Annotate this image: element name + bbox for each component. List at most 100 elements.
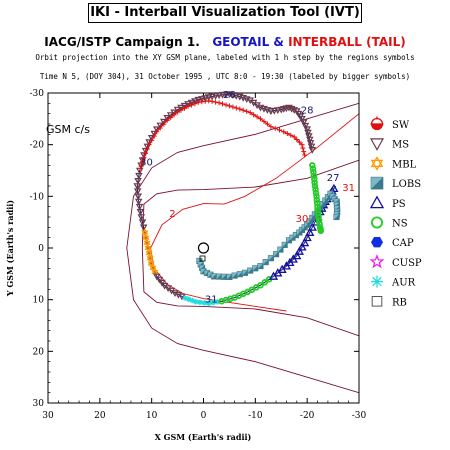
- orbit-hour-label: 26: [223, 90, 236, 101]
- magnetopause-curve: [141, 159, 359, 337]
- legend-symbol-ps: [369, 195, 385, 209]
- orbit-marker: [221, 273, 228, 280]
- orbit-marker: [135, 172, 143, 180]
- plot-frame: [47, 92, 360, 404]
- orbit-marker: [310, 172, 318, 179]
- orbit-marker: [192, 101, 198, 107]
- orbit-marker: [281, 129, 287, 135]
- orbit-marker: [160, 118, 168, 126]
- orbit-marker: [262, 259, 269, 266]
- orbit-hour-label: 2: [169, 209, 175, 220]
- orbit-marker: [230, 104, 236, 110]
- orbit-marker: [146, 254, 154, 263]
- orbit-marker: [133, 183, 141, 190]
- orbit-marker: [147, 259, 155, 268]
- legend-label-aur: AUR: [391, 278, 416, 289]
- orbit-marker: [246, 97, 254, 105]
- orbit-marker: [253, 102, 261, 110]
- orbit-marker: [134, 198, 143, 206]
- orbit-marker: [314, 206, 322, 214]
- orbit-marker: [247, 267, 254, 274]
- inner-loop-curve: [150, 113, 359, 312]
- orbit-note: Orbit projection into the XY GSM plane, …: [35, 53, 415, 62]
- orbit-marker: [249, 99, 258, 107]
- orbit-hour-label: 30: [140, 157, 153, 168]
- orbit-marker: [236, 93, 244, 101]
- orbit-marker: [201, 300, 208, 306]
- legend-label-sw: SW: [392, 120, 410, 131]
- orbit-marker: [188, 102, 194, 108]
- orbit-marker: [277, 127, 282, 133]
- orbit-marker: [210, 299, 216, 306]
- earth-symbol: [197, 242, 210, 262]
- orbit-marker: [317, 227, 325, 235]
- orbit-marker: [314, 210, 322, 217]
- orbit-marker: [171, 112, 177, 118]
- orbit-marker: [239, 95, 247, 102]
- orbit-marker: [299, 119, 308, 127]
- orbit-marker: [137, 162, 145, 170]
- orbit-marker: [257, 263, 264, 270]
- orbit-marker: [292, 250, 302, 260]
- geotail-label: GEOTAIL: [212, 35, 270, 49]
- orbit-marker: [168, 115, 174, 121]
- orbit-marker: [161, 121, 167, 127]
- orbit-marker: [256, 104, 265, 112]
- orbit-marker: [141, 228, 149, 237]
- orbit-marker: [329, 183, 339, 193]
- orbit-marker: [297, 242, 307, 251]
- orbit-marker: [242, 96, 251, 103]
- legend-symbol-ms: [369, 138, 385, 151]
- orbit-marker: [301, 149, 307, 155]
- orbit-marker: [302, 152, 308, 158]
- legend-symbol-sw: [370, 116, 384, 131]
- orbit-marker: [313, 196, 321, 204]
- orbit-marker: [134, 178, 142, 185]
- orbit-marker: [145, 249, 153, 258]
- orbit-marker: [153, 126, 161, 134]
- orbit-marker: [149, 137, 155, 143]
- region-legend: SW MS MBL LOBS PS NS CAP CUSP AUR RB: [369, 116, 422, 308]
- legend-label-rb: RB: [392, 297, 407, 308]
- orbit-marker: [299, 142, 305, 148]
- frame-label: GSM c/s: [46, 123, 90, 136]
- orbit-marker: [178, 107, 184, 113]
- orbit-marker: [144, 146, 150, 152]
- orbit-marker: [216, 273, 223, 280]
- bow-shock-curve: [126, 102, 359, 394]
- orbit-tracks: [133, 91, 341, 307]
- legend-symbol-rb: [371, 295, 383, 307]
- orbit-marker: [139, 224, 148, 232]
- x-axis-label: X GSM (Earth's radii): [155, 432, 252, 442]
- orbit-marker: [185, 103, 191, 109]
- legend-symbol-ns: [371, 216, 383, 229]
- orbit-marker: [241, 269, 249, 276]
- orbit-marker: [216, 100, 222, 106]
- orbit-marker: [247, 110, 253, 116]
- legend-label-cap: CAP: [392, 238, 414, 249]
- orbit-marker: [315, 213, 322, 221]
- boundary-curves: [126, 102, 359, 394]
- orbit-marker: [312, 189, 320, 197]
- legend-label-mbl: MBL: [392, 159, 417, 170]
- orbit-marker: [226, 273, 233, 280]
- orbit-marker: [164, 117, 170, 123]
- orbit-hour-label: 31: [342, 183, 355, 194]
- orbit-marker: [291, 134, 297, 140]
- orbit-marker: [261, 279, 269, 286]
- axis-ticks: 30 20 10 0 -10 -20 -30 -30 -20 -10 0 10 20 30: [30, 89, 367, 421]
- orbit-marker: [223, 102, 229, 108]
- y-tick-label: -10: [30, 192, 45, 202]
- legend-label-ms: MS: [392, 140, 409, 151]
- orbit-marker: [143, 150, 149, 156]
- orbit-marker: [301, 122, 310, 130]
- legend-symbol-lobs: [370, 176, 384, 190]
- orbit-marker: [296, 139, 302, 145]
- orbit-marker: [141, 155, 147, 161]
- orbit-marker: [142, 233, 150, 242]
- orbit-marker: [313, 199, 321, 207]
- orbit-marker: [277, 246, 284, 253]
- orbit-marker: [156, 122, 165, 130]
- orbit-marker: [237, 106, 243, 112]
